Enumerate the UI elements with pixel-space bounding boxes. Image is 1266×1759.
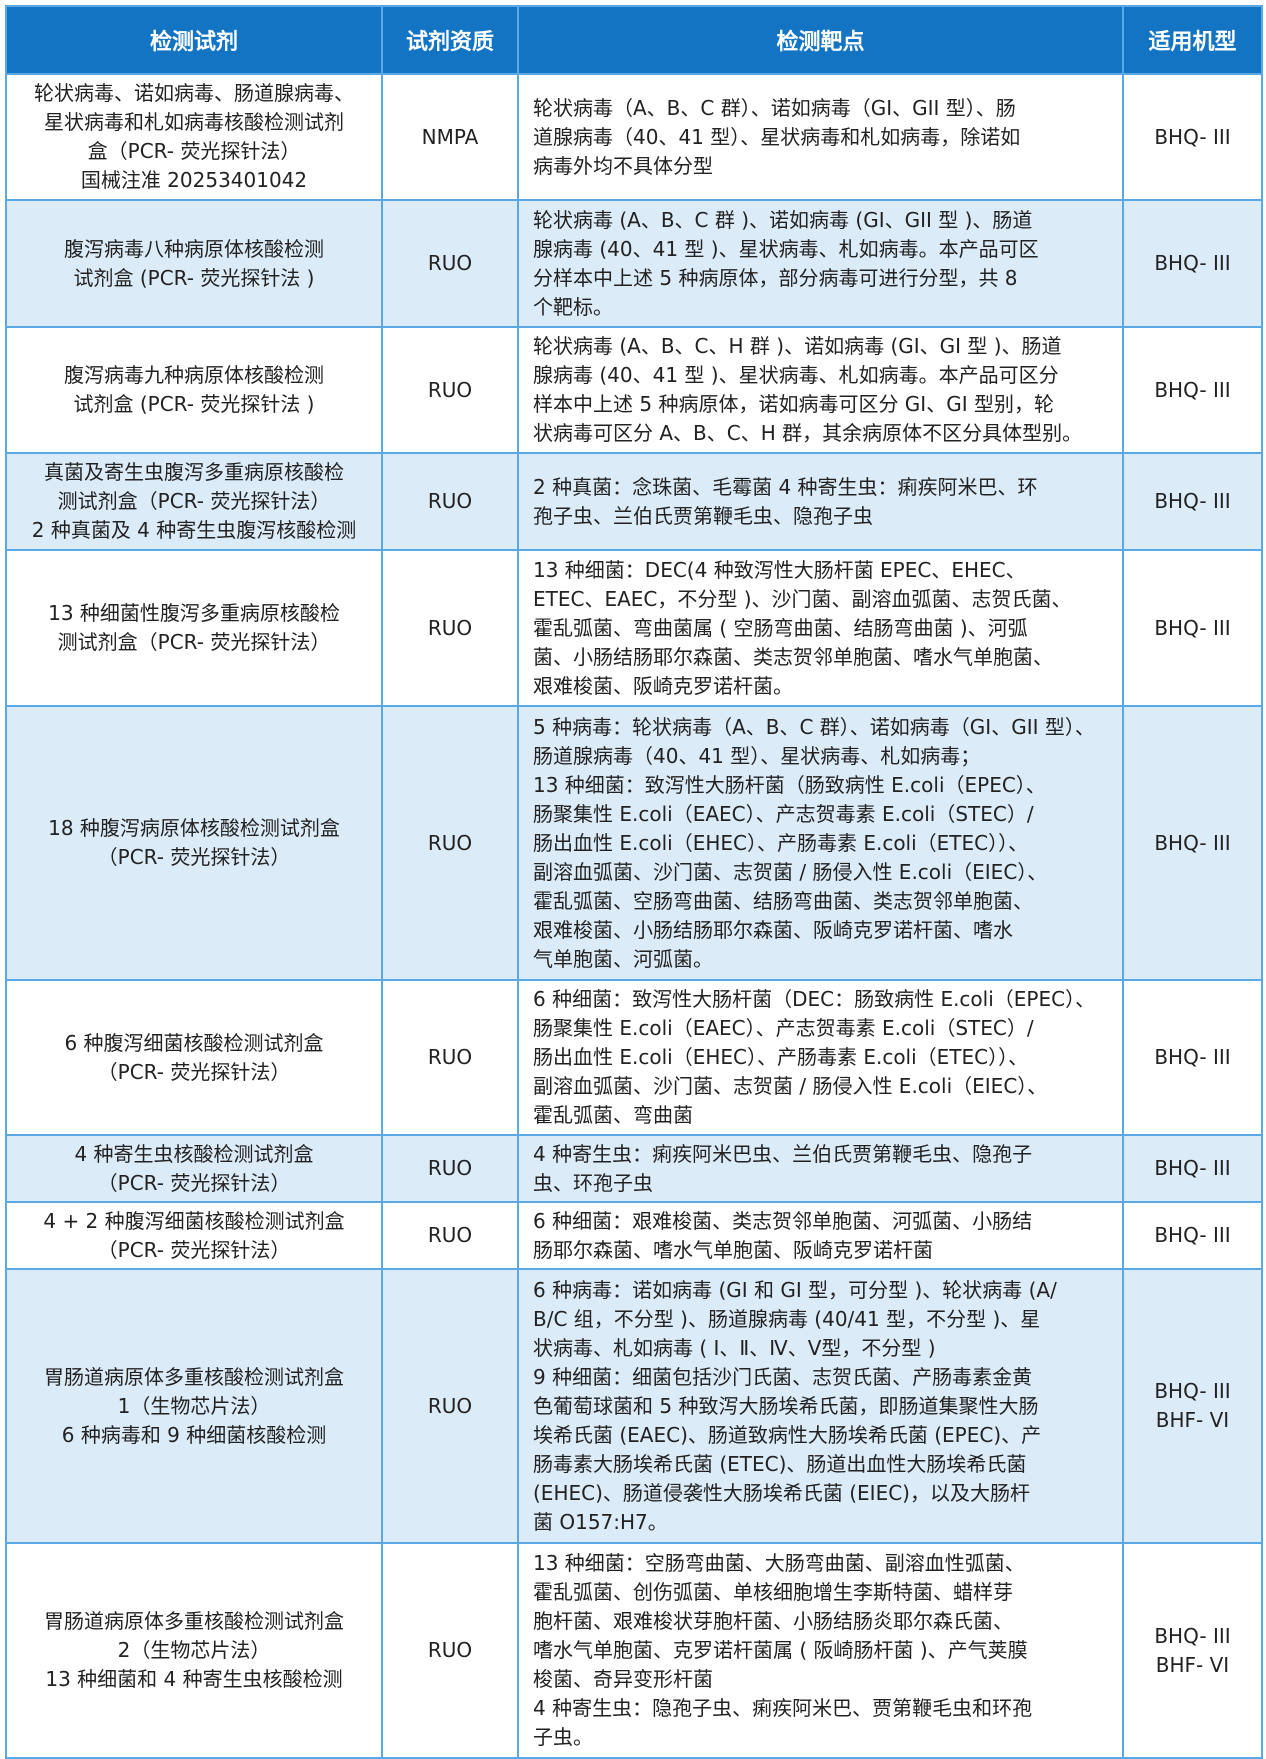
- table-row: 4 + 2 种腹泻细菌核酸检测试剂盒 （PCR- 荧光探针法） RUO 6 种细菌：…: [5, 1201, 1263, 1270]
- target-cell: 6 种细菌：艰难梭菌、类志贺邻单胞菌、河弧菌、小肠结 肠耶尔森菌、嗜水气单胞菌、…: [517, 1201, 1124, 1270]
- target-cell: 4 种寄生虫：痢疾阿米巴虫、兰伯氏贾第鞭毛虫、隐孢子 虫、环孢子虫: [517, 1134, 1124, 1203]
- model-cell: BHQ- III BHF- VI: [1122, 1268, 1263, 1544]
- reagent-cell: 胃肠道病原体多重核酸检测试剂盒 1（生物芯片法） 6 种病毒和 9 种细菌核酸检…: [5, 1268, 383, 1544]
- table-row: 6 种腹泻细菌核酸检测试剂盒 （PCR- 荧光探针法） RUO 6 种细菌：致泻性大…: [5, 979, 1263, 1136]
- reagent-cell: 真菌及寄生虫腹泻多重病原核酸检 测试剂盒（PCR- 荧光探针法） 2 种真菌及 …: [5, 452, 383, 551]
- table-row: 13 种细菌性腹泻多重病原核酸检 测试剂盒（PCR- 荧光探针法） RUO 13 种…: [5, 549, 1263, 707]
- qualification-cell: RUO: [381, 1201, 519, 1270]
- target-cell: 轮状病毒 (A、B、C 群 )、诺如病毒 (GI、GII 型 )、肠道 腺病毒 …: [517, 199, 1124, 328]
- model-cell: BHQ- III: [1122, 199, 1263, 328]
- target-cell: 轮状病毒 (A、B、C、H 群 )、诺如病毒 (GI、GI 型 )、肠道 腺病毒…: [517, 326, 1124, 454]
- model-cell: BHQ- III: [1122, 452, 1263, 551]
- table-row: 真菌及寄生虫腹泻多重病原核酸检 测试剂盒（PCR- 荧光探针法） 2 种真菌及 …: [5, 452, 1263, 551]
- table-row: 轮状病毒、诺如病毒、肠道腺病毒、 星状病毒和札如病毒核酸检测试剂 盒（PCR- …: [5, 73, 1263, 201]
- qualification-cell: RUO: [381, 549, 519, 707]
- target-cell: 6 种细菌：致泻性大肠杆菌（DEC：肠致病性 E.coli（EPEC）、 肠聚集…: [517, 979, 1124, 1136]
- qualification-cell: RUO: [381, 326, 519, 454]
- header-reagent: 检测试剂: [5, 5, 383, 75]
- table-row: 4 种寄生虫核酸检测试剂盒 （PCR- 荧光探针法） RUO 4 种寄生虫：痢疾阿米…: [5, 1134, 1263, 1203]
- target-cell: 轮状病毒（A、B、C 群）、诺如病毒（GI、GII 型）、肠 道腺病毒（40、4…: [517, 73, 1124, 201]
- target-cell: 2 种真菌：念珠菌、毛霉菌 4 种寄生虫：痢疾阿米巴、环 孢子虫、兰伯氏贾第鞭毛…: [517, 452, 1124, 551]
- model-cell: BHQ- III: [1122, 549, 1263, 707]
- qualification-cell: NMPA: [381, 73, 519, 201]
- target-cell: 13 种细菌：空肠弯曲菌、大肠弯曲菌、副溶血性弧菌、 霍乱弧菌、创伤弧菌、单核细…: [517, 1542, 1124, 1759]
- reagent-table: 检测试剂 试剂资质 检测靶点 适用机型 轮状病毒、诺如病毒、肠道腺病毒、 星状病…: [5, 5, 1263, 1759]
- header-model: 适用机型: [1122, 5, 1263, 75]
- qualification-cell: RUO: [381, 199, 519, 328]
- qualification-cell: RUO: [381, 705, 519, 981]
- qualification-cell: RUO: [381, 452, 519, 551]
- table-row: 腹泻病毒八种病原体核酸检测 试剂盒 (PCR- 荧光探针法 ) RUO 轮状病毒 (…: [5, 199, 1263, 328]
- model-cell: BHQ- III: [1122, 705, 1263, 981]
- target-cell: 5 种病毒：轮状病毒（A、B、C 群）、诺如病毒（GI、GII 型）、 肠道腺病…: [517, 705, 1124, 981]
- reagent-cell: 胃肠道病原体多重核酸检测试剂盒 2（生物芯片法） 13 种细菌和 4 种寄生虫核…: [5, 1542, 383, 1759]
- model-cell: BHQ- III: [1122, 1201, 1263, 1270]
- target-cell: 6 种病毒：诺如病毒 (GI 和 GI 型，可分型 )、轮状病毒 (A/ B/C…: [517, 1268, 1124, 1544]
- model-cell: BHQ- III: [1122, 979, 1263, 1136]
- table-row: 胃肠道病原体多重核酸检测试剂盒 1（生物芯片法） 6 种病毒和 9 种细菌核酸检…: [5, 1268, 1263, 1544]
- qualification-cell: RUO: [381, 1268, 519, 1544]
- reagent-cell: 轮状病毒、诺如病毒、肠道腺病毒、 星状病毒和札如病毒核酸检测试剂 盒（PCR- …: [5, 73, 383, 201]
- table-row: 胃肠道病原体多重核酸检测试剂盒 2（生物芯片法） 13 种细菌和 4 种寄生虫核…: [5, 1542, 1263, 1759]
- model-cell: BHQ- III: [1122, 73, 1263, 201]
- reagent-cell: 腹泻病毒八种病原体核酸检测 试剂盒 (PCR- 荧光探针法 ): [5, 199, 383, 328]
- target-cell: 13 种细菌：DEC(4 种致泻性大肠杆菌 EPEC、EHEC、 ETEC、EA…: [517, 549, 1124, 707]
- qualification-cell: RUO: [381, 1134, 519, 1203]
- model-cell: BHQ- III: [1122, 1134, 1263, 1203]
- header-qualification: 试剂资质: [381, 5, 519, 75]
- reagent-cell: 腹泻病毒九种病原体核酸检测 试剂盒 (PCR- 荧光探针法 ): [5, 326, 383, 454]
- model-cell: BHQ- III BHF- VI: [1122, 1542, 1263, 1759]
- reagent-cell: 4 种寄生虫核酸检测试剂盒 （PCR- 荧光探针法）: [5, 1134, 383, 1203]
- table-header-row: 检测试剂 试剂资质 检测靶点 适用机型: [5, 5, 1263, 75]
- reagent-cell: 6 种腹泻细菌核酸检测试剂盒 （PCR- 荧光探针法）: [5, 979, 383, 1136]
- reagent-cell: 4 + 2 种腹泻细菌核酸检测试剂盒 （PCR- 荧光探针法）: [5, 1201, 383, 1270]
- header-target: 检测靶点: [517, 5, 1124, 75]
- qualification-cell: RUO: [381, 979, 519, 1136]
- table-row: 腹泻病毒九种病原体核酸检测 试剂盒 (PCR- 荧光探针法 ) RUO 轮状病毒 (…: [5, 326, 1263, 454]
- table-row: 18 种腹泻病原体核酸检测试剂盒 （PCR- 荧光探针法） RUO 5 种病毒：轮状…: [5, 705, 1263, 981]
- reagent-cell: 18 种腹泻病原体核酸检测试剂盒 （PCR- 荧光探针法）: [5, 705, 383, 981]
- model-cell: BHQ- III: [1122, 326, 1263, 454]
- qualification-cell: RUO: [381, 1542, 519, 1759]
- reagent-cell: 13 种细菌性腹泻多重病原核酸检 测试剂盒（PCR- 荧光探针法）: [5, 549, 383, 707]
